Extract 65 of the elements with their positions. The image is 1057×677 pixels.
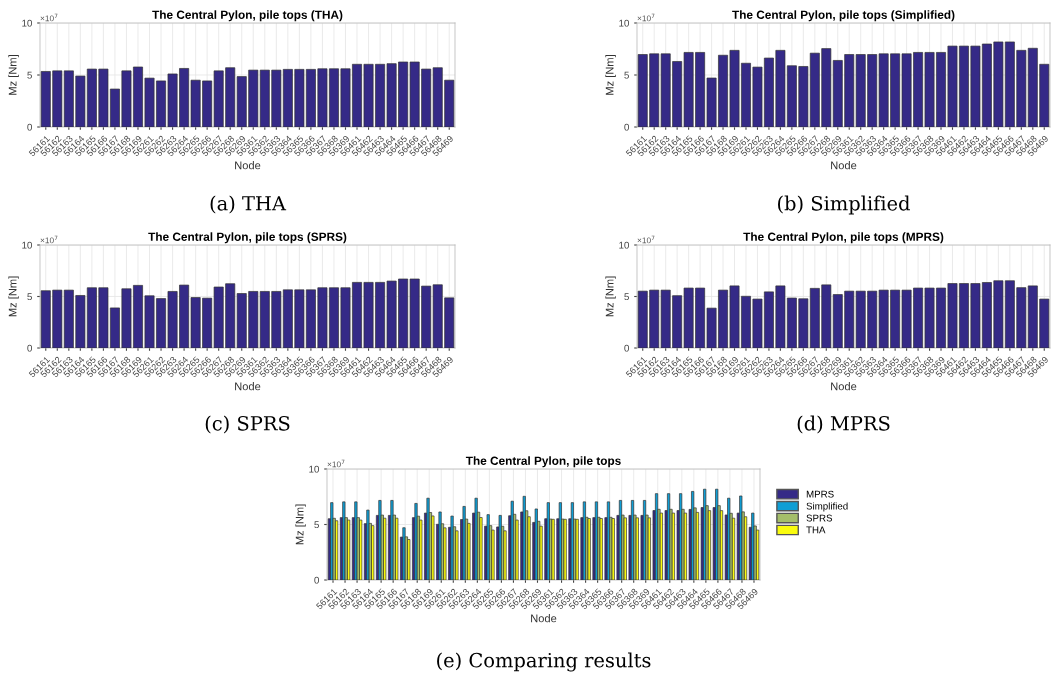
y-axis-title: Mz [Nm] [8,55,19,95]
y-tick-label: 10 [309,465,319,473]
bar [756,529,760,580]
legend-label: THA [806,526,826,534]
bar [498,515,502,580]
legend-label: SPRS [806,514,833,522]
text: ×10$^{7}$ [40,13,58,22]
bar [671,512,675,580]
bar [491,529,495,580]
bar [426,497,430,580]
text: (d) MPRS [797,415,890,434]
text: ×10$^{7}$ [637,235,655,244]
bar [450,515,454,580]
x-axis-title: Node [831,161,857,170]
bar [534,508,538,580]
x-axis-title: Node [235,382,261,391]
y-axis-title: Mz [Nm] [295,504,306,545]
y-tick-label: 10 [22,19,32,27]
text: (b) Simplified [778,195,910,215]
x-axis-title: Node [831,382,857,391]
y-tick-label: 5 [27,71,32,79]
y-tick-label: 10 [619,241,629,249]
text: (e) Comparing results [437,652,651,672]
x-axis-title: Node [235,161,261,170]
x-axis-title: Node [531,614,557,623]
bar [510,500,514,580]
bar [522,495,526,580]
text: (a) THA [210,195,287,214]
text: ×10$^{7}$ [637,13,655,22]
chart-title: The Central Pylon, pile tops (THA) [152,10,343,22]
y-axis-title: Mz [Nm] [605,55,616,95]
y-tick-label: 5 [624,293,629,301]
text: ×10$^{7}$ [327,459,345,468]
bar [486,514,490,580]
bar [546,502,550,580]
y-tick-label: 5 [314,521,319,529]
y-tick-label: 0 [624,344,629,352]
bar [558,502,562,580]
chart-title: The Central Pylon, pile tops [465,456,621,468]
y-tick-label: 0 [314,576,319,584]
legend-label: Simplified [806,502,848,512]
text: ×10$^{7}$ [40,235,58,244]
bar [659,512,663,580]
bar [683,512,687,580]
y-axis-title: Mz [Nm] [605,276,616,317]
y-tick-label: 0 [27,344,32,352]
chart-title: The Central Pylon, pile tops (SPRS) [148,232,347,244]
y-tick-label: 10 [22,241,32,249]
bar [438,511,442,580]
y-axis-title: Mz [Nm] [8,276,19,317]
bar [474,497,478,580]
bar [390,500,394,580]
bar [402,527,406,580]
chart-title: The Central Pylon, pile tops (MPRS) [743,232,944,244]
y-tick-label: 10 [619,19,629,27]
legend-label: MPRS [806,490,834,498]
bar [443,527,447,580]
bar [414,503,418,580]
y-tick-label: 0 [27,123,32,131]
text: (c) SPRS [205,415,290,434]
chart-title: The Central Pylon, pile tops (Simplified) [732,10,955,22]
bar [462,506,466,580]
y-tick-label: 0 [624,123,629,131]
y-tick-label: 5 [624,71,629,79]
y-tick-label: 5 [27,293,32,301]
